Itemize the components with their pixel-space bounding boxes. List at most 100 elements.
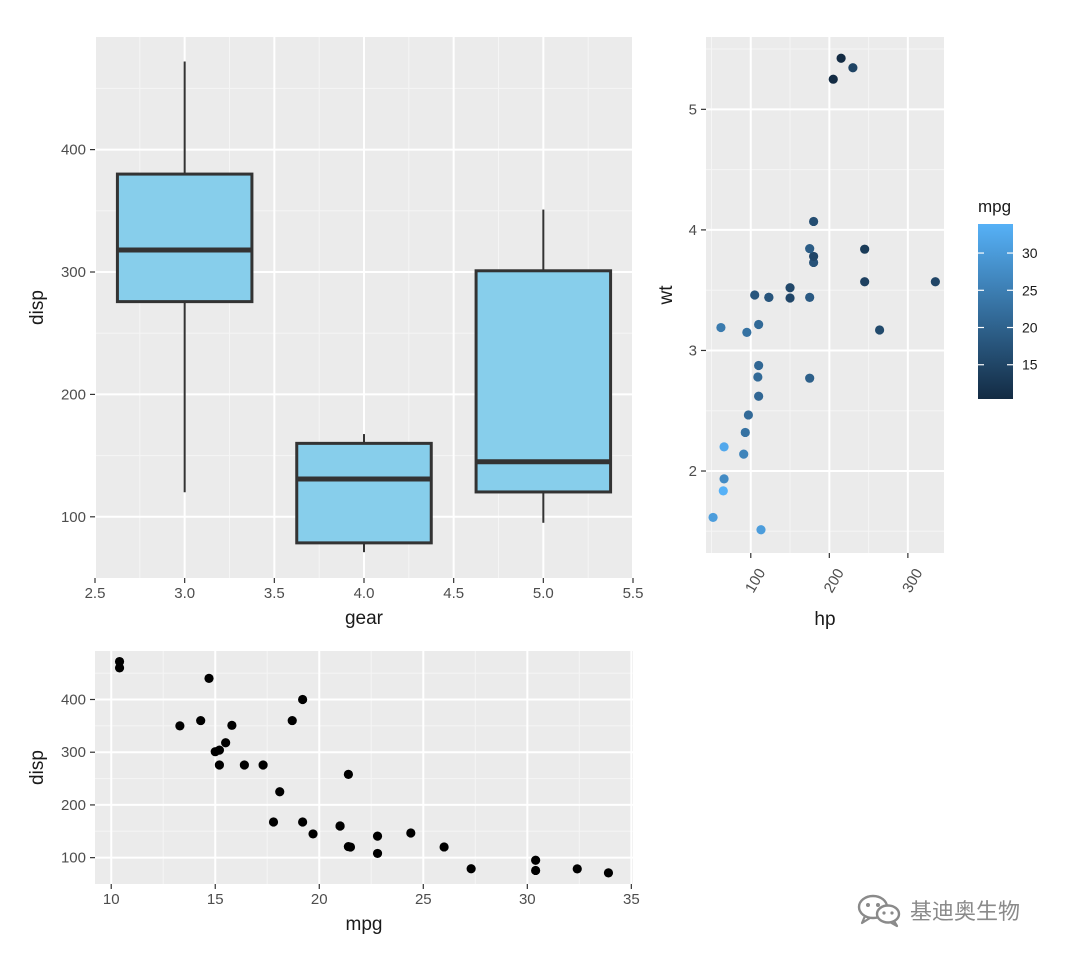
x-tick-label: 5.5	[623, 585, 644, 602]
legend-tick-label: 25	[1022, 282, 1038, 298]
data-point	[239, 760, 249, 770]
data-point	[719, 442, 729, 452]
data-point	[828, 74, 838, 84]
data-point	[874, 325, 885, 335]
y-tick-label: 4	[689, 222, 697, 239]
x-tick-label: 35	[623, 891, 640, 908]
y-tick-label: 400	[61, 691, 86, 708]
data-point	[210, 747, 220, 757]
data-point	[753, 372, 763, 382]
box-group	[115, 61, 254, 493]
data-point	[335, 821, 345, 831]
data-point	[298, 817, 308, 827]
data-point	[719, 474, 729, 484]
data-point	[114, 656, 125, 667]
data-point	[805, 373, 815, 383]
data-point	[221, 738, 231, 748]
data-point	[204, 673, 214, 684]
y-tick-label: 100	[61, 509, 86, 526]
x-tick-label: 100	[742, 566, 769, 596]
data-point	[343, 769, 353, 779]
plot-panel	[95, 651, 633, 884]
y-axis-title: disp	[27, 290, 48, 325]
data-point	[750, 290, 760, 300]
data-point	[785, 293, 795, 303]
x-axis-title: hp	[814, 609, 835, 630]
data-point	[287, 715, 297, 726]
data-point	[572, 864, 582, 874]
data-point	[708, 512, 718, 523]
x-tick-label: 10	[103, 891, 120, 908]
legend-tick-label: 30	[1022, 245, 1038, 261]
data-point	[809, 251, 819, 262]
data-point	[214, 760, 225, 770]
data-point	[268, 817, 279, 827]
x-tick-label: 4.5	[443, 585, 464, 602]
data-point	[531, 865, 541, 876]
mpg-color-legend: mpg 15 20 25 30	[978, 197, 1038, 399]
y-tick-label: 200	[61, 386, 86, 403]
y-tick-label: 3	[689, 342, 697, 359]
box-iqr	[474, 269, 613, 494]
y-tick-label: 300	[61, 744, 86, 761]
data-point	[531, 855, 541, 865]
x-tick-label: 15	[207, 891, 224, 908]
data-point	[406, 828, 416, 838]
y-tick-label: 2	[689, 463, 697, 480]
data-point	[372, 848, 383, 859]
legend-tick-label: 15	[1022, 357, 1038, 373]
data-point	[809, 216, 819, 227]
data-point	[343, 841, 353, 852]
scatter-hp-wt: 100 200 300 2 3 4 5 hp wt	[656, 37, 944, 630]
data-point	[742, 327, 752, 337]
data-point	[298, 694, 308, 705]
data-point	[754, 360, 764, 371]
data-point	[754, 391, 764, 401]
box-iqr	[295, 441, 433, 545]
data-point	[860, 277, 870, 287]
legend-title: mpg	[978, 197, 1011, 216]
data-point	[740, 427, 750, 438]
x-tick-label: 3.5	[264, 585, 285, 602]
watermark-text: 基迪奥生物	[910, 900, 1021, 925]
plot-panel	[706, 37, 944, 553]
data-point	[308, 829, 318, 839]
y-tick-label: 5	[689, 101, 697, 118]
data-point	[603, 868, 614, 878]
data-point	[836, 53, 846, 63]
x-tick-label: 5.0	[533, 585, 554, 602]
data-point	[466, 864, 476, 874]
x-tick-label: 300	[899, 566, 926, 596]
box-iqr	[115, 172, 254, 304]
data-point	[275, 787, 285, 797]
y-axis-title: disp	[27, 750, 48, 785]
y-tick-label: 400	[61, 142, 86, 159]
data-point	[196, 715, 206, 726]
wechat-icon	[857, 894, 901, 928]
data-point	[258, 760, 268, 770]
data-point	[372, 831, 383, 841]
y-axis-title: wt	[656, 285, 677, 306]
data-point	[848, 63, 858, 73]
data-point	[227, 720, 237, 730]
data-point	[860, 244, 870, 254]
data-point	[716, 322, 726, 333]
data-point	[764, 292, 774, 303]
data-point	[718, 486, 728, 496]
y-tick-label: 300	[61, 264, 86, 281]
data-point	[756, 525, 766, 535]
x-tick-label: 4.0	[354, 585, 375, 602]
x-tick-label: 200	[821, 566, 848, 596]
y-tick-label: 200	[61, 797, 86, 814]
data-point	[805, 243, 815, 254]
x-tick-label: 20	[311, 891, 328, 908]
y-tick-label: 100	[61, 850, 86, 867]
watermark: 基迪奥生物	[856, 890, 1066, 930]
data-point	[754, 319, 764, 330]
data-point	[805, 292, 815, 303]
scatter-mpg-disp: 10 15 20 25 30 35 100 200 300 400 mpg disp	[27, 651, 640, 935]
legend-tick-label: 20	[1022, 320, 1038, 336]
x-tick-label: 3.0	[174, 585, 195, 602]
x-tick-label: 30	[519, 891, 536, 908]
